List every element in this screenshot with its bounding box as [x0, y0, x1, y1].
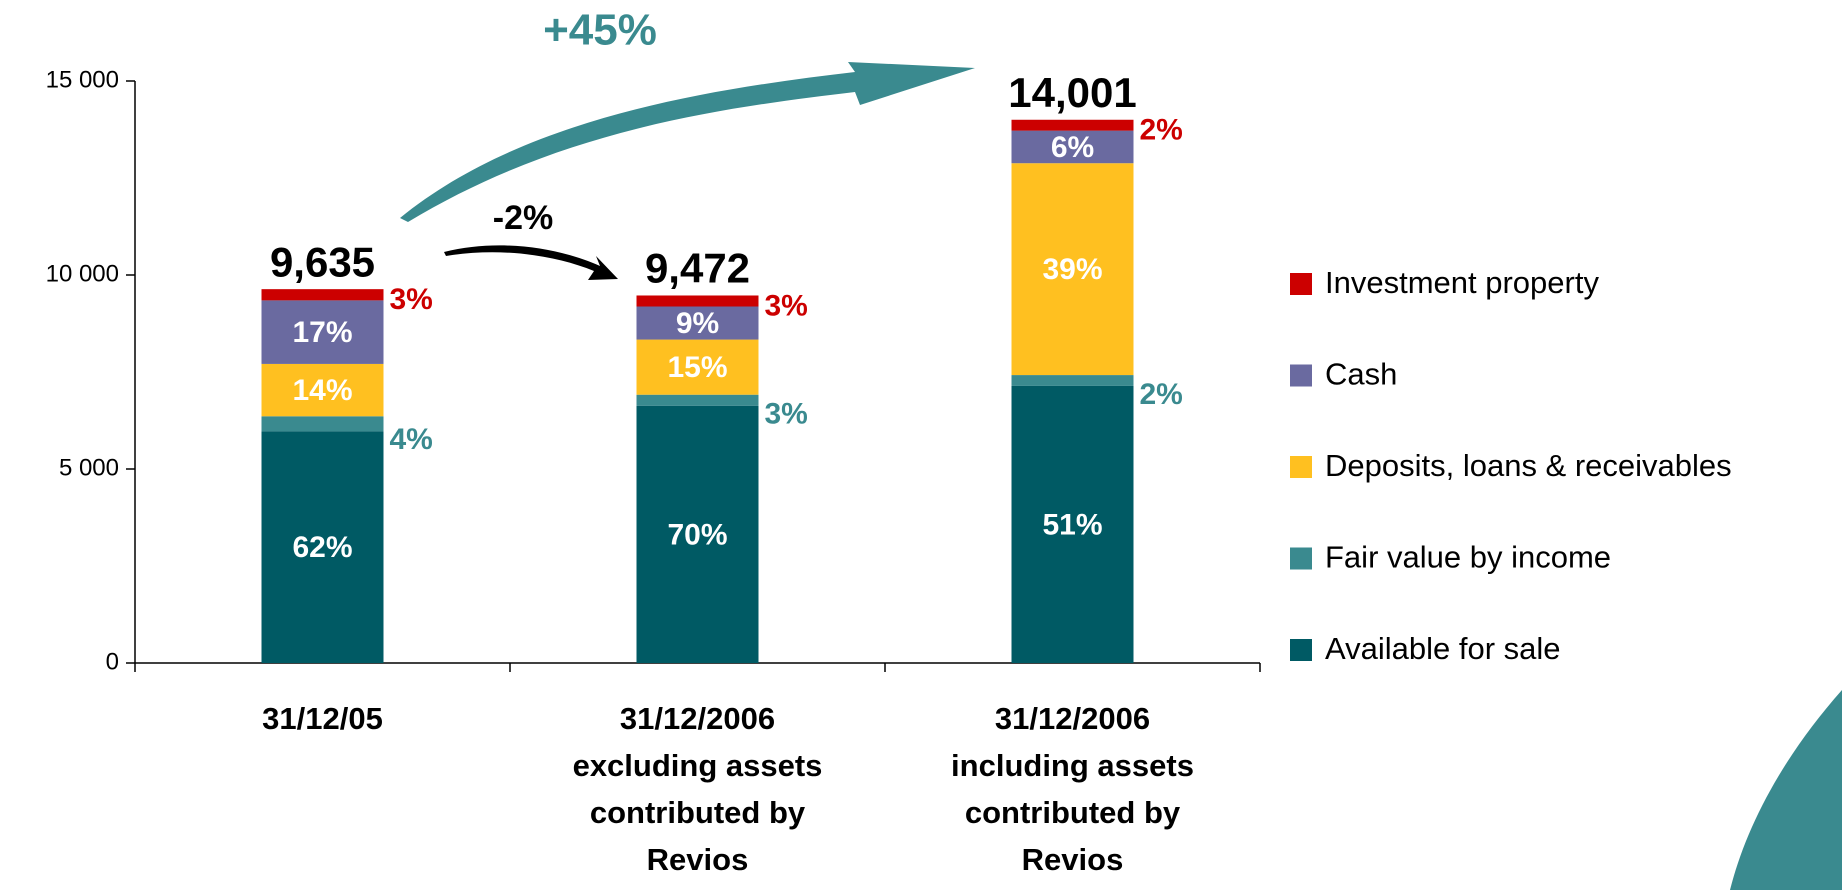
bar-segment: [1011, 130, 1134, 164]
annotation-growth: +45%: [543, 6, 657, 55]
x-tick-label: 31/12/2006 excluding assets contributed …: [572, 701, 823, 877]
growth-arrow: [400, 62, 975, 222]
data-label: 17%: [292, 316, 352, 349]
annotation-decline: -2%: [493, 199, 553, 237]
data-label: 3%: [390, 283, 433, 316]
data-label: 51%: [1042, 508, 1102, 541]
legend-swatch: [1290, 364, 1312, 387]
data-label: 14%: [292, 374, 352, 407]
data-label: 15%: [667, 351, 727, 384]
total-label: 14,001: [1008, 69, 1136, 116]
legend-swatch: [1290, 273, 1312, 295]
data-label: 39%: [1042, 253, 1102, 286]
legend-label: Investment property: [1325, 265, 1599, 300]
x-tick-label: 31/12/05: [262, 701, 383, 736]
legend-swatch: [1290, 639, 1312, 661]
bar-segment: [636, 394, 759, 406]
legend-swatch: [1290, 547, 1312, 570]
bar-segment: [636, 339, 759, 395]
bar-segment: [261, 363, 384, 417]
y-tick-label: 10 000: [46, 260, 119, 287]
data-label: 3%: [765, 289, 808, 322]
legend-label: Fair value by income: [1325, 540, 1611, 575]
legend-label: Deposits, loans & receivables: [1325, 448, 1732, 483]
data-label: 9%: [676, 307, 719, 340]
bar-segment: [261, 416, 384, 432]
data-label: 6%: [1051, 131, 1094, 164]
data-label: 62%: [292, 531, 352, 564]
bar-segment: [636, 295, 759, 307]
total-label: 9,472: [645, 245, 750, 292]
bar-segment: [1011, 119, 1134, 131]
y-tick-label: 15 000: [46, 66, 119, 93]
data-label: 70%: [667, 518, 727, 551]
data-label: 4%: [390, 423, 433, 456]
legend-label: Available for sale: [1325, 631, 1561, 666]
data-label: 2%: [1140, 378, 1183, 411]
bar-segment: [1011, 375, 1134, 386]
bar-segment: [1011, 163, 1134, 376]
decline-arrow: [444, 245, 618, 280]
bar-segment: [1011, 385, 1134, 663]
decor-swoosh: [1730, 690, 1842, 890]
bar-segment: [261, 289, 384, 301]
data-label: 3%: [765, 398, 808, 431]
total-label: 9,635: [270, 238, 375, 285]
bar-segment: [636, 405, 759, 663]
y-tick-label: 0: [106, 648, 119, 675]
legend-swatch: [1290, 456, 1312, 478]
bar-segment: [261, 300, 384, 364]
bar-segment: [261, 431, 384, 663]
bar-segment: [636, 306, 759, 340]
x-tick-label: 31/12/2006 including assets contributed …: [951, 701, 1194, 877]
legend-label: Cash: [1325, 357, 1397, 392]
data-label: 2%: [1140, 114, 1183, 147]
y-tick-label: 5 000: [59, 454, 119, 481]
